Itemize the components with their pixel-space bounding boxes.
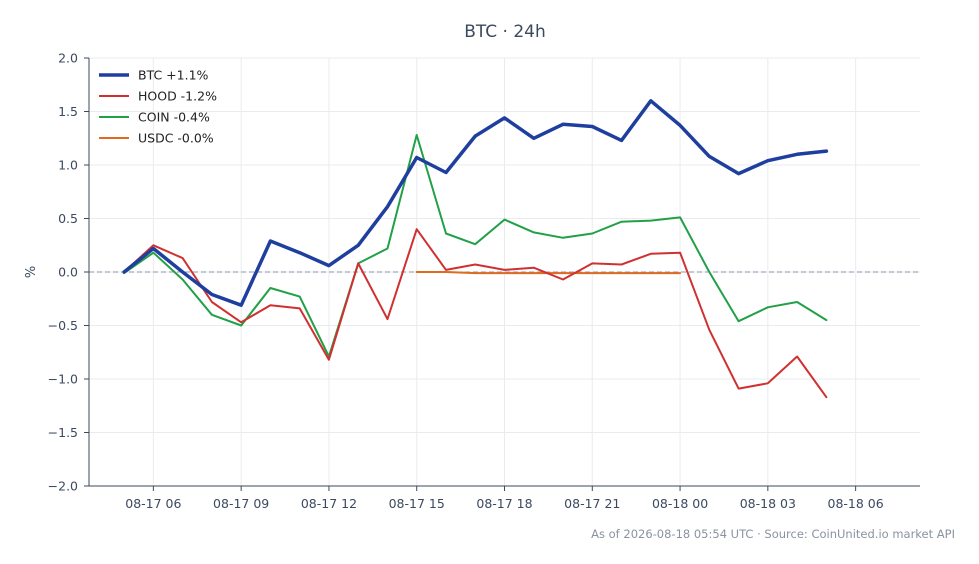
x-tick-label: 08-17 12 xyxy=(301,496,357,511)
y-tick-label: 2.0 xyxy=(58,51,78,66)
series-layer xyxy=(122,99,829,399)
series-line-0 xyxy=(122,99,829,307)
series-line-1 xyxy=(123,228,828,399)
x-tick-label: 08-17 15 xyxy=(389,496,445,511)
x-tick-label: 08-18 03 xyxy=(740,496,796,511)
legend-label: BTC +1.1% xyxy=(138,68,209,83)
y-tick-label: −0.5 xyxy=(48,318,78,333)
y-tick-label: −1.0 xyxy=(48,372,78,387)
legend-label: COIN -0.4% xyxy=(138,110,210,125)
y-tick-label: 1.5 xyxy=(58,104,78,119)
source-footer: As of 2026-08-18 05:54 UTC · Source: Coi… xyxy=(591,527,955,541)
axes-layer: 2.0 1.5 1.0 0.5 0.0 −0.5 −1.0 −1.5 −2.0 08-17 06 0… xyxy=(48,51,920,511)
legend: BTC +1.1% HOOD -1.2% COIN -0.4% USDC -0.0% xyxy=(99,68,217,146)
legend-label: HOOD -1.2% xyxy=(138,89,217,104)
x-tick-label: 08-17 21 xyxy=(564,496,620,511)
y-axis-label: % xyxy=(24,266,39,278)
y-tick-label: 0.5 xyxy=(58,211,78,226)
x-tick-label: 08-18 00 xyxy=(652,496,708,511)
series-line-2 xyxy=(123,134,828,358)
x-tick-label: 08-17 06 xyxy=(125,496,181,511)
y-tick-label: −2.0 xyxy=(48,479,78,494)
x-tick-label: 08-17 09 xyxy=(213,496,269,511)
y-tick-label: 1.0 xyxy=(58,158,78,173)
chart-title: BTC · 24h xyxy=(464,22,546,42)
x-tick-label: 08-17 18 xyxy=(476,496,532,511)
legend-label: USDC -0.0% xyxy=(138,131,214,146)
y-tick-label: −1.5 xyxy=(48,425,78,440)
y-tick-label: 0.0 xyxy=(58,265,78,280)
x-tick-label: 08-18 06 xyxy=(828,496,884,511)
